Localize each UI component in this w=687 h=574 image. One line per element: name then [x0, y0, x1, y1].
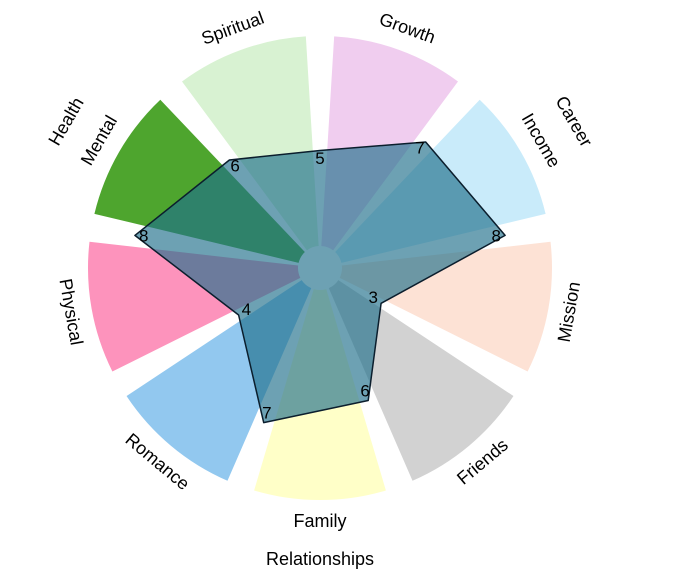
value-label-family: 6 [360, 382, 369, 401]
group-label-relationships: Relationships [266, 549, 374, 569]
group-label-health: Health [44, 94, 87, 149]
segment-label-spiritual: Spiritual [199, 8, 267, 49]
value-label-growth: 5 [315, 149, 324, 168]
value-label-romance: 7 [262, 404, 271, 423]
value-label-income: 7 [415, 138, 424, 157]
score-polygon [134, 141, 506, 424]
segment-label-mental: Mental [77, 112, 121, 169]
value-label-mental: 8 [139, 226, 148, 245]
segment-label-physical: Physical [55, 277, 86, 346]
group-label-career: Career [552, 93, 597, 151]
value-label-physical: 4 [242, 300, 251, 319]
score-polygon-layer [134, 141, 506, 424]
value-label-spiritual: 6 [230, 156, 239, 175]
value-label-mission: 8 [492, 226, 501, 245]
value-label-friends: 3 [369, 288, 378, 307]
segment-label-family: Family [294, 511, 347, 531]
segment-label-growth: Growth [377, 9, 438, 48]
value-labels: 6 5 7 8 3 6 7 4 8 [139, 138, 501, 422]
segment-label-mission: Mission [554, 280, 584, 344]
